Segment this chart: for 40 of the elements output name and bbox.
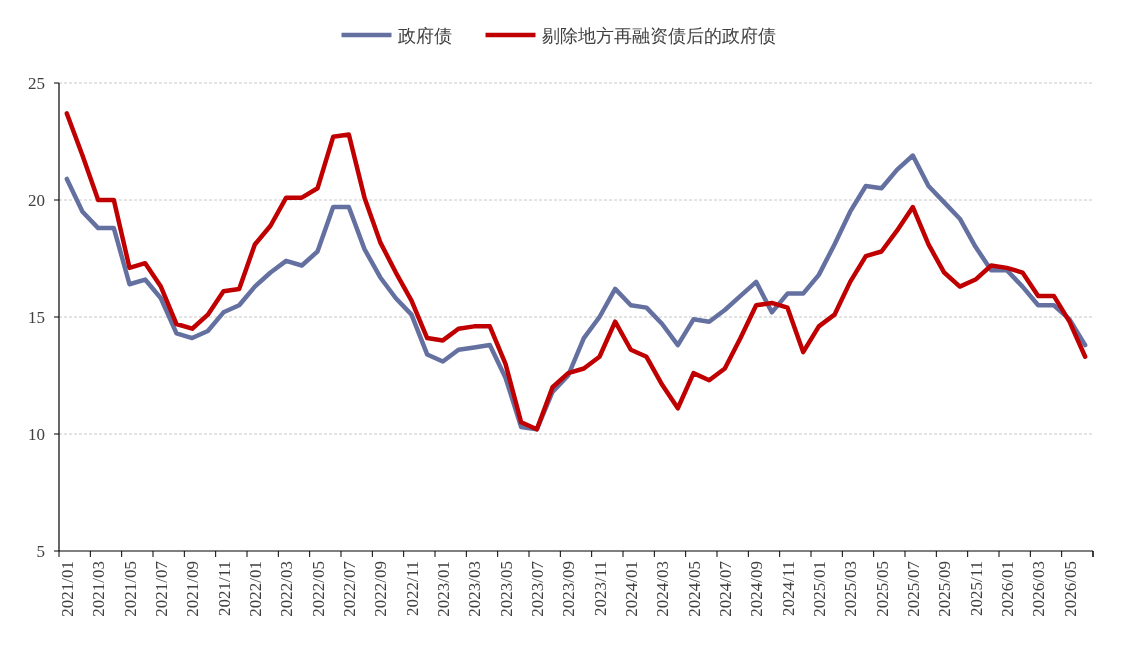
x-tick-label: 2022/01 bbox=[245, 561, 265, 617]
x-tick-label: 2021/05 bbox=[120, 561, 140, 617]
x-tick-label: 2026/05 bbox=[1060, 561, 1080, 617]
x-tick-label: 2024/01 bbox=[621, 561, 641, 617]
x-tick-label: 2025/11 bbox=[966, 561, 986, 617]
x-tick-label: 2024/05 bbox=[684, 561, 704, 617]
x-tick-label: 2021/09 bbox=[183, 561, 203, 617]
x-tick-label: 2021/03 bbox=[89, 561, 109, 617]
x-tick-label: 2024/03 bbox=[653, 561, 673, 617]
x-tick-label: 2022/11 bbox=[402, 561, 422, 617]
x-tick-label: 2022/03 bbox=[277, 561, 297, 617]
x-tick-label: 2023/01 bbox=[433, 561, 453, 617]
x-tick-label: 2022/09 bbox=[371, 561, 391, 617]
legend-label: 剔除地方再融资债后的政府债 bbox=[541, 26, 776, 46]
x-tick-label: 2021/01 bbox=[57, 561, 77, 617]
x-tick-label: 2026/03 bbox=[1029, 561, 1049, 617]
x-tick-label: 2023/11 bbox=[590, 561, 610, 617]
y-tick-label: 25 bbox=[28, 74, 45, 93]
y-tick-label: 20 bbox=[28, 191, 45, 210]
x-tick-label: 2021/11 bbox=[214, 561, 234, 617]
x-tick-label: 2025/09 bbox=[935, 561, 955, 617]
x-tick-label: 2025/05 bbox=[872, 561, 892, 617]
x-tick-label: 2023/09 bbox=[559, 561, 579, 617]
x-tick-label: 2023/05 bbox=[496, 561, 516, 617]
x-tick-label: 2024/11 bbox=[778, 561, 798, 617]
legend-label: 政府债 bbox=[397, 26, 452, 46]
y-tick-label: 15 bbox=[28, 308, 45, 327]
x-tick-label: 2022/07 bbox=[339, 560, 359, 617]
x-tick-label: 2025/03 bbox=[841, 561, 861, 617]
x-tick-label: 2023/03 bbox=[465, 561, 485, 617]
x-tick-label: 2023/07 bbox=[527, 560, 547, 617]
x-tick-label: 2022/05 bbox=[308, 561, 328, 617]
x-tick-label: 2024/09 bbox=[747, 561, 767, 617]
y-tick-label: 10 bbox=[28, 425, 45, 444]
x-tick-label: 2021/07 bbox=[151, 560, 171, 617]
x-tick-label: 2025/01 bbox=[809, 561, 829, 617]
x-tick-label: 2024/07 bbox=[715, 560, 735, 617]
x-tick-label: 2026/01 bbox=[997, 561, 1017, 617]
x-tick-label: 2025/07 bbox=[903, 560, 923, 617]
y-tick-label: 5 bbox=[36, 542, 45, 561]
